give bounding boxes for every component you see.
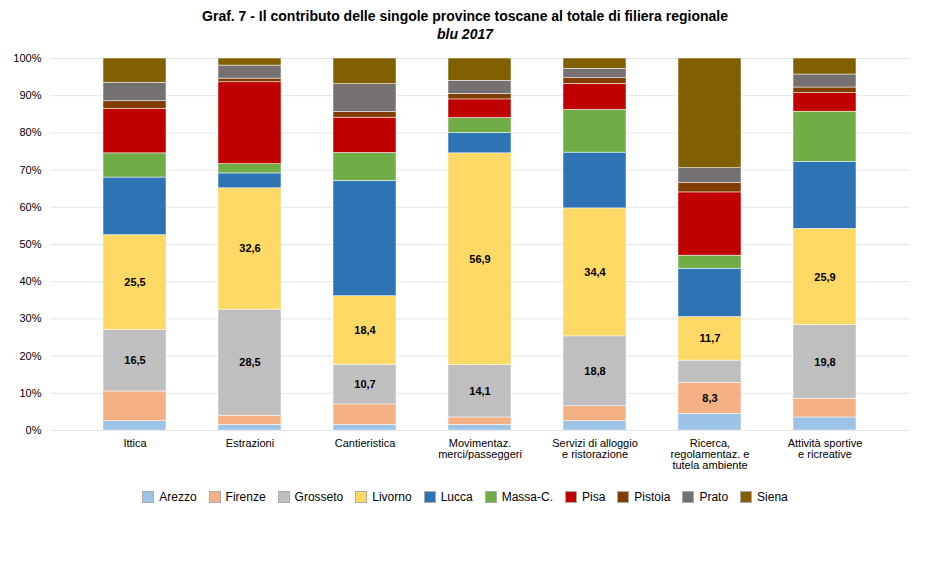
svg-text:19,8: 19,8 bbox=[814, 356, 835, 368]
svg-text:50%: 50% bbox=[19, 238, 41, 250]
html-text:Livorno: Livorno bbox=[372, 490, 412, 504]
svg-text:14,1: 14,1 bbox=[469, 385, 490, 397]
svg-text:Cantieristica: Cantieristica bbox=[335, 437, 396, 449]
svg-text:11,7: 11,7 bbox=[700, 332, 721, 344]
html-text:Arezzo: Arezzo bbox=[159, 490, 197, 504]
svg-text:Ittica: Ittica bbox=[123, 437, 147, 449]
html-text:Firenze: Firenze bbox=[225, 490, 266, 504]
html-text:Pisa: Pisa bbox=[582, 490, 606, 504]
svg-text:25,5: 25,5 bbox=[124, 276, 145, 288]
html-text:Lucca: Lucca bbox=[440, 490, 473, 504]
html-text:Siena: Siena bbox=[757, 490, 788, 504]
svg-text:Attività sportivee ricreative: Attività sportivee ricreative bbox=[788, 437, 863, 460]
svg-text:25,9: 25,9 bbox=[814, 271, 835, 283]
html-text:blu 2017: blu 2017 bbox=[437, 26, 493, 42]
svg-text:18,4: 18,4 bbox=[354, 324, 376, 336]
svg-text:10%: 10% bbox=[19, 387, 41, 399]
html-text:Pistoia: Pistoia bbox=[634, 490, 671, 504]
svg-text:18,8: 18,8 bbox=[584, 365, 605, 377]
svg-text:60%: 60% bbox=[19, 201, 41, 213]
svg-text:32,6: 32,6 bbox=[239, 242, 260, 254]
svg-text:Servizi di alloggioe ristorazi: Servizi di alloggioe ristorazione bbox=[552, 437, 638, 460]
svg-text:30%: 30% bbox=[19, 312, 41, 324]
svg-text:Ricerca,regolamentaz. etutela: Ricerca,regolamentaz. etutela ambiente bbox=[671, 437, 750, 471]
svg-text:8,3: 8,3 bbox=[702, 392, 717, 404]
svg-text:56,9: 56,9 bbox=[469, 253, 490, 265]
html-text:Prato: Prato bbox=[699, 490, 729, 504]
svg-text:70%: 70% bbox=[19, 164, 41, 176]
svg-text:80%: 80% bbox=[19, 126, 41, 138]
svg-text:10,7: 10,7 bbox=[354, 378, 375, 390]
html-text:Grosseto: Grosseto bbox=[294, 490, 344, 504]
svg-text:28,5: 28,5 bbox=[239, 356, 260, 368]
svg-text:90%: 90% bbox=[19, 89, 41, 101]
svg-text:16,5: 16,5 bbox=[124, 354, 145, 366]
svg-text:20%: 20% bbox=[19, 350, 41, 362]
svg-text:0%: 0% bbox=[26, 424, 42, 436]
svg-text:Movimentaz.merci/passeggeri: Movimentaz.merci/passeggeri bbox=[438, 437, 522, 460]
html-text:Massa-C.: Massa-C. bbox=[501, 490, 553, 504]
svg-text:Estrazioni: Estrazioni bbox=[226, 437, 274, 449]
svg-text:100%: 100% bbox=[13, 52, 41, 64]
svg-text:34,4: 34,4 bbox=[584, 266, 606, 278]
svg-text:40%: 40% bbox=[19, 275, 41, 287]
html-text:Graf. 7 - Il contributo delle: Graf. 7 - Il contributo delle singole pr… bbox=[202, 8, 728, 24]
